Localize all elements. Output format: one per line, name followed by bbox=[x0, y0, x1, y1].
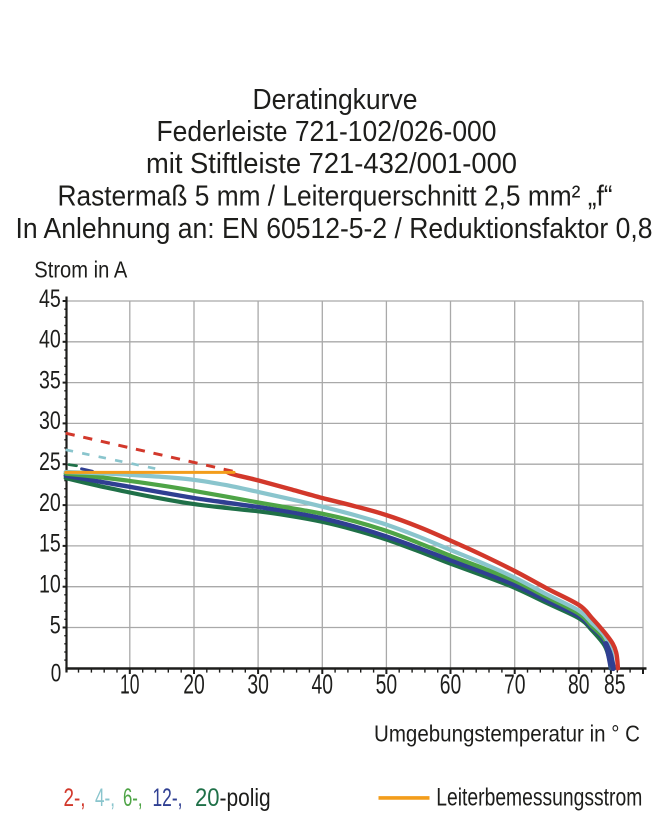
svg-text:10: 10 bbox=[39, 571, 61, 599]
svg-text:35: 35 bbox=[39, 366, 61, 394]
svg-text:Deratingkurve: Deratingkurve bbox=[253, 84, 418, 116]
svg-text:20: 20 bbox=[39, 489, 61, 517]
svg-text:20: 20 bbox=[183, 669, 205, 700]
svg-text:20: 20 bbox=[195, 784, 220, 812]
svg-text:4-,: 4-, bbox=[95, 784, 115, 812]
svg-text:15: 15 bbox=[39, 530, 61, 558]
svg-text:50: 50 bbox=[376, 669, 398, 700]
svg-text:5: 5 bbox=[50, 611, 61, 639]
svg-text:0: 0 bbox=[51, 660, 62, 688]
svg-text:12-,: 12-, bbox=[153, 784, 183, 812]
svg-text:80: 80 bbox=[568, 669, 590, 700]
svg-text:In Anlehnung an: EN 60512-5-2: In Anlehnung an: EN 60512-5-2 / Reduktio… bbox=[16, 213, 653, 245]
svg-text:85: 85 bbox=[604, 669, 626, 700]
svg-text:30: 30 bbox=[247, 669, 269, 700]
svg-text:10: 10 bbox=[120, 669, 140, 700]
svg-text:25: 25 bbox=[39, 448, 61, 476]
svg-text:45: 45 bbox=[39, 285, 61, 313]
svg-text:-polig: -polig bbox=[220, 784, 271, 812]
svg-text:Umgebungstemperatur in ° C: Umgebungstemperatur in ° C bbox=[374, 721, 640, 747]
svg-text:2-,: 2-, bbox=[64, 784, 86, 812]
svg-text:mit Stiftleiste 721-432/001-00: mit Stiftleiste 721-432/001-000 bbox=[146, 148, 517, 180]
svg-text:60: 60 bbox=[440, 669, 462, 700]
svg-text:Rastermaß 5 mm / Leiterquersch: Rastermaß 5 mm / Leiterquerschnitt 2,5 m… bbox=[58, 180, 613, 212]
svg-text:40: 40 bbox=[39, 326, 61, 354]
svg-text:40: 40 bbox=[312, 669, 334, 700]
svg-text:70: 70 bbox=[504, 669, 526, 700]
svg-text:Federleiste 721-102/026-000: Federleiste 721-102/026-000 bbox=[157, 116, 497, 148]
svg-text:6-,: 6-, bbox=[123, 784, 143, 812]
svg-text:30: 30 bbox=[39, 407, 61, 435]
svg-text:Strom in A: Strom in A bbox=[34, 256, 128, 282]
svg-text:Leiterbemessungsstrom: Leiterbemessungsstrom bbox=[436, 783, 642, 811]
